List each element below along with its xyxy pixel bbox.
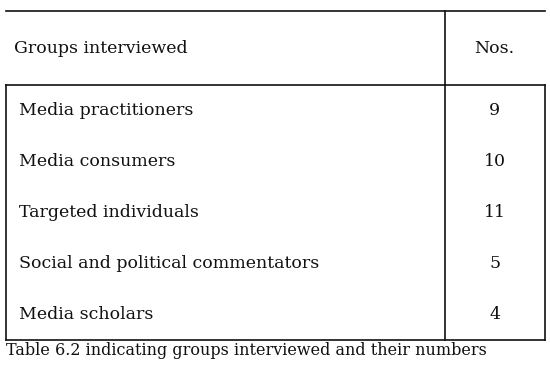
Text: 10: 10 [483, 153, 505, 170]
Text: Media practitioners: Media practitioners [19, 102, 194, 119]
Text: Social and political commentators: Social and political commentators [19, 255, 320, 272]
Text: Media scholars: Media scholars [19, 306, 153, 323]
Text: 9: 9 [489, 102, 500, 119]
Text: Targeted individuals: Targeted individuals [19, 204, 199, 221]
Text: Groups interviewed: Groups interviewed [14, 40, 188, 57]
Text: Table 6.2 indicating groups interviewed and their numbers: Table 6.2 indicating groups interviewed … [6, 342, 486, 359]
Text: 5: 5 [489, 255, 500, 272]
Text: 11: 11 [483, 204, 505, 221]
Text: Nos.: Nos. [475, 40, 515, 57]
Text: 4: 4 [489, 306, 500, 323]
Text: Media consumers: Media consumers [19, 153, 175, 170]
